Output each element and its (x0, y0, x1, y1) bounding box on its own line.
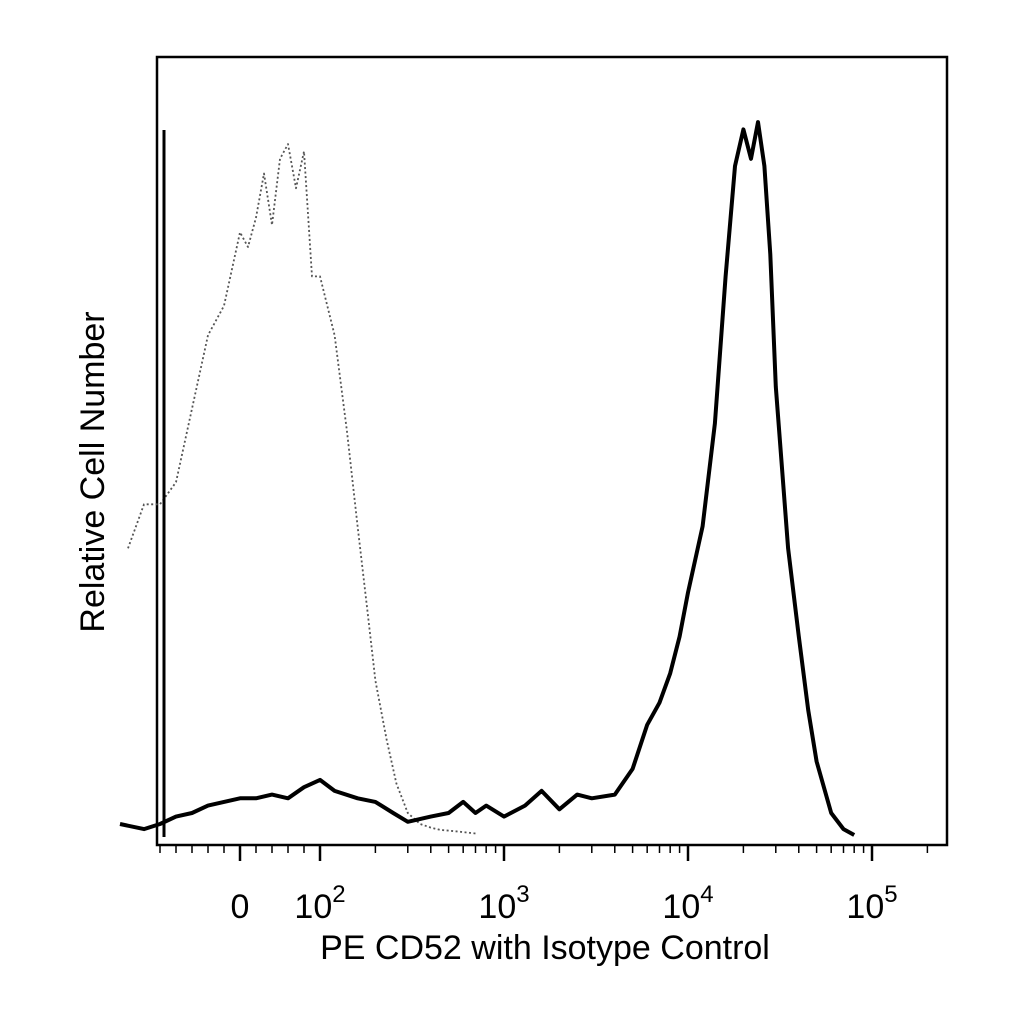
x-axis-title: PE CD52 with Isotype Control (320, 929, 770, 967)
x-axis-tick-labels: 0 102 103 104 105 (231, 881, 898, 926)
plot-frame (155, 55, 949, 847)
x-tick-label: 0 (231, 888, 250, 926)
x-tick-label: 105 (846, 881, 897, 926)
x-tick-label: 104 (662, 881, 713, 926)
x-axis-ticks (159, 845, 929, 861)
isotype-control-histogram (127, 143, 476, 835)
series-layer (119, 120, 856, 837)
y-axis-title: Relative Cell Number (74, 311, 112, 632)
x-tick-label: 102 (294, 881, 345, 926)
x-tick-label: 103 (478, 881, 529, 926)
pe-cd52-histogram (119, 120, 856, 837)
